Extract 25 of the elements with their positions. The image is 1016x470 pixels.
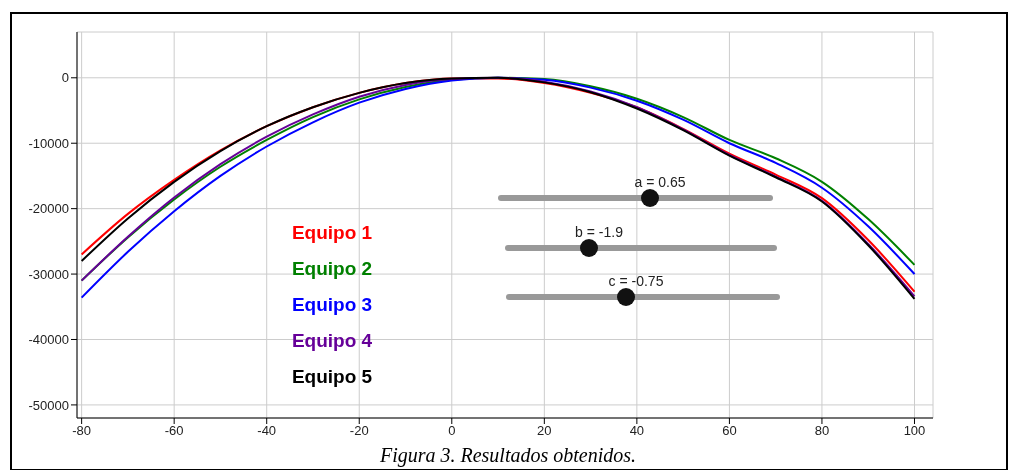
x-tick-label: -60	[164, 423, 184, 439]
x-tick-label: 40	[629, 423, 645, 439]
x-tick-label: 80	[814, 423, 830, 439]
y-tick-label: 0	[61, 70, 69, 86]
text: Equipo 4	[290, 330, 374, 353]
x-tick-label: 20	[537, 423, 552, 439]
y-tick-label: -40000	[28, 332, 69, 348]
text: Equipo 1	[290, 222, 374, 245]
y-tick-label: -50000	[28, 397, 69, 413]
annotation: b = -1.9	[574, 224, 624, 240]
x-tick-label: 60	[722, 423, 737, 439]
text: Equipo 3	[290, 294, 374, 317]
x-tick-label: -40	[257, 423, 277, 439]
text: Equipo 2	[290, 258, 374, 281]
text: Equipo 5	[290, 366, 374, 389]
y-tick-label: -20000	[28, 201, 69, 217]
x-tick-label: 100	[903, 423, 926, 439]
x-tick-label: -20	[349, 423, 369, 439]
y-tick-label: -10000	[28, 135, 69, 151]
annotation: c = -0.75	[607, 273, 665, 289]
x-tick-label: 0	[448, 423, 456, 439]
annotation: a = 0.65	[633, 174, 687, 190]
y-tick-label: -30000	[28, 266, 69, 282]
x-tick-label: -80	[72, 423, 92, 439]
text: Figura 3. Resultados obtenidos.	[378, 444, 638, 467]
